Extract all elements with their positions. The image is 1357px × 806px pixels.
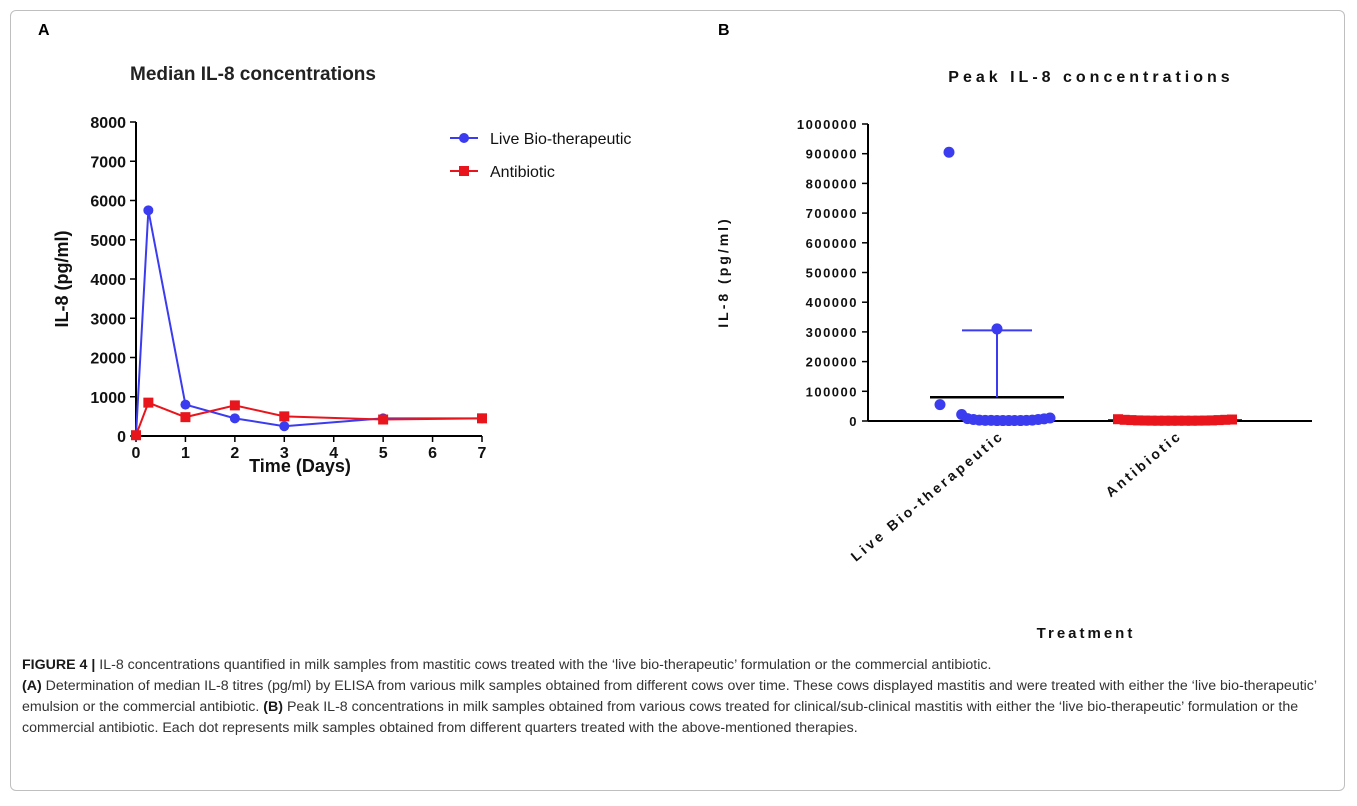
panel-a-letter: A [38, 22, 50, 39]
chart-b-point [1113, 414, 1123, 425]
caption-figure-label: FIGURE 4 | [22, 657, 96, 673]
chart-b-y-tick-label: 700000 [806, 206, 858, 221]
chart-a-point [143, 205, 154, 216]
caption-b-text: Peak IL-8 concentrations in milk samples… [22, 699, 1299, 736]
chart-b-y-tick-label: 1000000 [797, 117, 858, 132]
chart-b-y-tick-label: 900000 [806, 147, 858, 162]
chart-b-point [1126, 415, 1137, 426]
chart-a-y-axis-label: IL-8 (pg/ml) [52, 231, 72, 328]
chart-b-title: Peak IL-8 concentrations [948, 69, 1233, 86]
chart-b-point [1213, 415, 1224, 426]
chart-b-point [1119, 414, 1130, 425]
chart-b-y-tick-label: 400000 [806, 295, 858, 310]
chart-b-point [943, 146, 955, 158]
chart-b-point [1180, 415, 1191, 426]
chart-a-legend-marker [459, 133, 469, 143]
chart-a-legend-label: Live Bio-therapeutic [490, 131, 631, 148]
chart-a-y-tick-label: 4000 [90, 272, 126, 289]
chart-b-point [934, 399, 946, 411]
chart-a-x-tick-label: 3 [280, 445, 289, 462]
panel-b-letter: B [718, 22, 730, 39]
caption-a: (A) Determination of median IL-8 titres … [22, 676, 1340, 739]
chart-a-point [180, 399, 191, 410]
chart-b-point [1159, 415, 1170, 426]
chart-a-x-axis-label: Time (Days) [249, 456, 351, 476]
chart-a-y-tick-label: 1000 [90, 390, 126, 407]
chart-a-x-tick-label: 7 [478, 445, 487, 462]
chart-b-y-tick-label: 200000 [806, 355, 858, 370]
chart-b-y-tick-label: 100000 [806, 384, 858, 399]
chart-b-point [1193, 415, 1204, 426]
chart-a-title: Median IL-8 concentrations [130, 64, 376, 85]
chart-a-point [279, 421, 290, 432]
chart-a-point [180, 412, 191, 423]
caption-main: FIGURE 4 | IL-8 concentrations quantifie… [22, 655, 1340, 676]
chart-b-point [1200, 415, 1211, 426]
chart-b-y-tick-label: 500000 [806, 266, 858, 281]
chart-a-x-tick-label: 6 [428, 445, 437, 462]
caption-b-label: (B) [263, 699, 283, 715]
chart-a-y-tick-label: 2000 [90, 351, 126, 368]
chart-a-y-tick-label: 3000 [90, 311, 126, 328]
chart-a-point [378, 414, 389, 425]
chart-b-y-tick-label: 0 [849, 414, 858, 429]
chart-a-x-tick-label: 5 [379, 445, 388, 462]
chart-b-point [1133, 415, 1144, 426]
chart-a-legend-label: Antibiotic [490, 164, 555, 181]
chart-a-point [279, 411, 290, 422]
chart-b-y-tick-label: 300000 [806, 325, 858, 340]
chart-a-point [143, 397, 154, 408]
chart-a-y-tick-label: 5000 [90, 233, 126, 250]
chart-b-y-tick-label: 800000 [806, 176, 858, 191]
figure-caption: FIGURE 4 | IL-8 concentrations quantifie… [22, 655, 1340, 739]
chart-b-point [1220, 414, 1231, 425]
chart-b-x-axis-label: Treatment [1037, 625, 1136, 640]
chart-a-point [229, 413, 240, 424]
chart-a-legend-marker [459, 166, 469, 176]
caption-a-label: (A) [22, 678, 42, 694]
chart-a-x-tick-label: 1 [181, 445, 190, 462]
caption-a-text: Determination of median IL-8 titres (pg/… [22, 678, 1317, 715]
chart-a-point [131, 430, 141, 441]
chart-b-category-label: Antibiotic [1102, 427, 1185, 500]
chart-a-y-tick-label: 7000 [90, 154, 126, 171]
chart-b-point [1146, 415, 1157, 426]
chart-a-y-tick-label: 0 [117, 429, 126, 446]
chart-b-point [1153, 415, 1164, 426]
chart-a-x-tick-label: 0 [132, 445, 141, 462]
chart-a-x-tick-label: 2 [230, 445, 239, 462]
chart-b-point [1186, 415, 1197, 426]
chart-b-peak-il8: Peak IL-8 concentrations 0 100000 200000 300… [715, 69, 1312, 640]
chart-a-y-tick-label: 8000 [90, 115, 126, 132]
chart-b-category-label: Live Bio-therapeutic [848, 427, 1007, 564]
chart-b-point [1139, 415, 1150, 426]
chart-b-y-axis-label: IL-8 (pg/ml) [715, 216, 731, 327]
chart-b-point [1044, 412, 1056, 424]
chart-b-point [1166, 415, 1177, 426]
chart-b-point [991, 323, 1003, 335]
chart-b-y-tick-label: 600000 [806, 236, 858, 251]
chart-a-median-il8: Median IL-8 concentrations 0 1000 2000 3000 4… [52, 64, 631, 476]
chart-b-point [1206, 415, 1217, 426]
figure-frame [10, 10, 1345, 791]
chart-b-point [1227, 414, 1237, 425]
caption-main-text: IL-8 concentrations quantified in milk s… [99, 657, 992, 673]
chart-a-point [229, 400, 240, 411]
chart-a-point [477, 413, 487, 424]
chart-a-y-tick-label: 6000 [90, 194, 126, 211]
chart-b-point [1173, 415, 1184, 426]
chart-a-x-tick-label: 4 [329, 445, 338, 462]
